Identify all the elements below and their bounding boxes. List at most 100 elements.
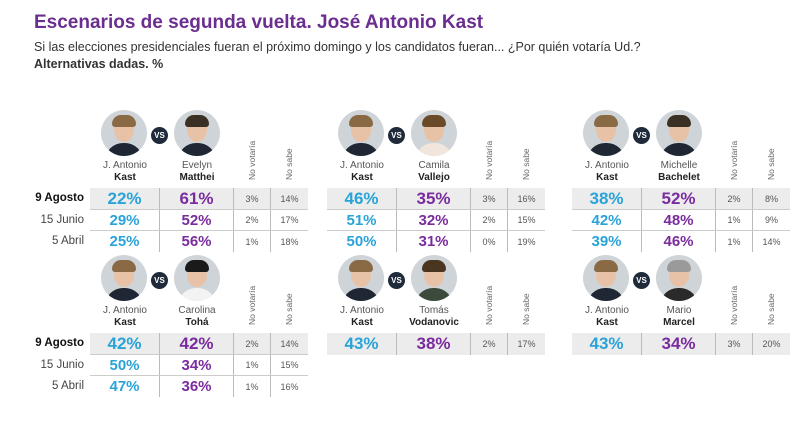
column-header-no-sabe: No sabe xyxy=(766,293,776,325)
table-row: 51% 32% 2% 15% xyxy=(327,210,545,231)
date-label: 15 Junio xyxy=(40,213,84,226)
candidate-lastname: Kast xyxy=(114,172,136,183)
avatar-body xyxy=(342,288,380,301)
no-sabe-value: 14% xyxy=(280,193,299,204)
opponent-value: 56% xyxy=(160,231,234,252)
date-label: 5 Abril xyxy=(52,380,84,392)
no-votaria-value: 1% xyxy=(716,210,753,230)
vs-badge: VS xyxy=(633,127,650,144)
subtitle-units: Alternativas dadas. % xyxy=(34,57,164,71)
no-sabe-value: 19% xyxy=(517,236,536,247)
avatar-body xyxy=(660,143,698,156)
avatar-body xyxy=(587,288,625,301)
avatar-hair xyxy=(594,260,618,272)
candidate-name-opponent: Michelle Bachelet xyxy=(642,160,716,184)
no-votaria-value: 2% xyxy=(234,333,271,354)
kast-value: 29% xyxy=(90,210,160,230)
no-votaria-value: 2% xyxy=(716,188,753,209)
vs-badge: VS xyxy=(388,272,405,289)
candidate-lastname: Tohá xyxy=(185,317,209,328)
column-header-no-votaria: No votaría xyxy=(729,285,739,325)
avatar-kast xyxy=(101,255,147,301)
avatar-hair xyxy=(422,115,446,127)
column-header-no-sabe: No sabe xyxy=(521,148,531,180)
candidate-name-kast: J. Antonio Kast xyxy=(327,305,397,329)
no-sabe-value: 15% xyxy=(280,360,299,370)
panel-header: VS J. Antonio Kast Michelle Bachelet No votar… xyxy=(572,110,790,188)
opponent-value: 42% xyxy=(160,333,234,354)
no-votaria-value: 2% xyxy=(234,210,271,230)
no-votaria-value: 1% xyxy=(234,376,271,397)
kast-value: 42% xyxy=(90,333,160,354)
avatar-opponent xyxy=(411,255,457,301)
kast-value: 50% xyxy=(90,355,160,375)
no-sabe-value: 9% xyxy=(764,215,778,225)
avatar-hair xyxy=(594,115,618,127)
avatar-hair xyxy=(667,115,691,127)
candidate-lastname: Vallejo xyxy=(418,172,450,183)
no-sabe-value: 14% xyxy=(280,338,299,349)
avatar-body xyxy=(587,143,625,156)
avatar-body xyxy=(660,288,698,301)
avatar-kast xyxy=(101,110,147,156)
scenario-panel: VS J. Antonio Kast Evelyn Matthei No votaría N… xyxy=(90,110,308,252)
no-sabe-value: 15% xyxy=(517,215,536,225)
candidate-lastname: Kast xyxy=(596,172,618,183)
panel-header: VS J. Antonio Kast Camila Vallejo No votaría N… xyxy=(327,110,545,188)
kast-value: 38% xyxy=(572,188,642,209)
date-label: 5 Abril xyxy=(52,235,84,247)
table-row: 50% 34% 1% 15% xyxy=(90,355,308,376)
table-row: 38% 52% 2% 8% xyxy=(572,188,790,210)
no-sabe-value: 14% xyxy=(762,236,781,247)
candidate-name-kast: J. Antonio Kast xyxy=(90,305,160,329)
avatar-hair xyxy=(185,260,209,272)
vs-badge: VS xyxy=(151,272,168,289)
avatar-opponent xyxy=(174,255,220,301)
avatar-body xyxy=(178,288,216,301)
column-header-no-votaria: No votaría xyxy=(484,140,494,180)
column-header-no-sabe: No sabe xyxy=(766,148,776,180)
no-votaria-value: 3% xyxy=(716,333,753,355)
avatar-opponent xyxy=(174,110,220,156)
scenario-panel: VS J. Antonio Kast Mario Marcel No votaría No … xyxy=(572,255,790,355)
table-row: 42% 42% 2% 14% xyxy=(90,333,308,355)
avatar-kast xyxy=(583,110,629,156)
avatar-hair xyxy=(422,260,446,272)
kast-value: 42% xyxy=(572,210,642,230)
kast-value: 43% xyxy=(572,333,642,355)
kast-value: 50% xyxy=(327,231,397,252)
candidate-name-opponent: Evelyn Matthei xyxy=(160,160,234,184)
avatar-body xyxy=(178,143,216,156)
opponent-value: 46% xyxy=(642,231,716,252)
avatar-opponent xyxy=(656,110,702,156)
date-label: 15 Junio xyxy=(40,358,84,371)
column-header-no-votaria: No votaría xyxy=(247,285,257,325)
avatar-kast xyxy=(583,255,629,301)
kast-value: 39% xyxy=(572,231,642,252)
avatar-body xyxy=(415,143,453,156)
no-sabe-value: 8% xyxy=(764,193,778,204)
table-row: 47% 36% 1% 16% xyxy=(90,376,308,397)
panel-header: VS J. Antonio Kast Tomás Vodanovic No votaría… xyxy=(327,255,545,333)
column-header-no-sabe: No sabe xyxy=(284,148,294,180)
candidate-name-kast: J. Antonio Kast xyxy=(90,160,160,184)
avatar-hair xyxy=(112,115,136,127)
opponent-value: 36% xyxy=(160,376,234,397)
column-header-no-votaria: No votaría xyxy=(484,285,494,325)
vs-badge: VS xyxy=(633,272,650,289)
kast-value: 25% xyxy=(90,231,160,252)
panel-header: VS J. Antonio Kast Carolina Tohá No votaría No… xyxy=(90,255,308,333)
no-votaria-value: 3% xyxy=(471,188,508,209)
no-sabe-value: 16% xyxy=(517,193,536,204)
avatar-kast xyxy=(338,255,384,301)
date-label: 9 Agosto xyxy=(35,337,84,349)
avatar-body xyxy=(415,288,453,301)
candidate-name-opponent: Tomás Vodanovic xyxy=(397,305,471,329)
candidate-name-kast: J. Antonio Kast xyxy=(572,305,642,329)
no-votaria-value: 1% xyxy=(716,231,753,252)
avatar-hair xyxy=(185,115,209,127)
no-sabe-value: 17% xyxy=(517,339,536,349)
kast-value: 51% xyxy=(327,210,397,230)
kast-value: 43% xyxy=(327,333,397,355)
candidate-lastname: Kast xyxy=(596,317,618,328)
